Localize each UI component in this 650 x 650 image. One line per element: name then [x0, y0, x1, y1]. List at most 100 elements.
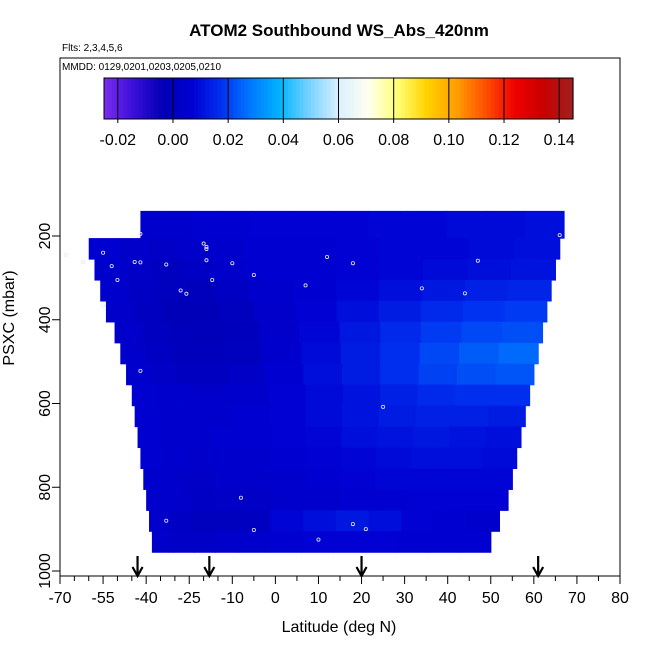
y-tick-label: 400: [37, 306, 54, 333]
heatmap-cell: [303, 363, 343, 386]
heatmap-cell: [341, 363, 381, 386]
heatmap-cell: [170, 510, 194, 532]
heatmap-cell: [271, 489, 307, 511]
colorbar-tick-label: 0.00: [157, 132, 188, 149]
heatmap-cell: [209, 426, 235, 449]
heatmap-cell: [166, 210, 194, 239]
colorbar-segment: [526, 78, 531, 119]
colorbar-segment: [530, 78, 535, 119]
heatmap-cell: [161, 426, 186, 449]
colorbar-segment: [533, 78, 539, 119]
heatmap-cell: [151, 531, 174, 553]
colorbar-segment: [338, 78, 344, 119]
heatmap-cell: [481, 447, 518, 470]
colorbar-segment: [295, 78, 301, 119]
colorbar-segment: [127, 78, 132, 119]
heatmap-cell: [419, 342, 460, 365]
sample-point: [350, 261, 355, 266]
sample-point: [230, 261, 235, 266]
heatmap-cell: [464, 279, 509, 302]
heatmap-cell: [449, 426, 486, 449]
x-tick-label: 40: [439, 590, 457, 607]
heatmap-cell: [332, 531, 366, 553]
colorbar-segment: [174, 78, 179, 119]
colorbar-segment: [299, 78, 304, 119]
heatmap-cell: [474, 489, 509, 511]
x-tick-label: 50: [482, 590, 500, 607]
colorbar-segment: [451, 78, 457, 119]
heatmap-cell: [181, 384, 208, 407]
sample-point: [164, 518, 169, 523]
colorbar-segment: [549, 78, 555, 119]
heatmap-cell: [459, 342, 500, 365]
heatmap-cell: [140, 210, 168, 239]
heatmap-cell: [292, 279, 337, 302]
colorbar-segment: [225, 78, 230, 119]
colorbar-segment: [471, 78, 476, 119]
colorbar-segment: [291, 78, 297, 119]
colorbar-segment: [240, 78, 246, 119]
heatmap-cell: [504, 300, 548, 323]
colorbar-segment: [455, 78, 461, 119]
heatmap-cell: [469, 238, 516, 260]
heatmap-cell: [420, 321, 462, 344]
heatmap-cell: [133, 300, 163, 323]
heatmap-cell: [268, 405, 307, 428]
heatmap-cell: [105, 300, 135, 323]
colorbar-segment: [479, 78, 484, 119]
heatmap-cell: [514, 238, 561, 260]
colorbar-segment: [361, 78, 367, 119]
heatmap-cell: [161, 300, 191, 323]
heatmap-cell: [334, 259, 380, 281]
heatmap-cell: [375, 447, 412, 470]
heatmap-cell: [187, 447, 212, 470]
sample-point: [138, 368, 143, 373]
x-tick-label: 10: [310, 590, 328, 607]
heatmap-cell: [191, 489, 215, 511]
heatmap-cell: [168, 489, 192, 511]
heatmap-cell: [415, 405, 453, 428]
heatmap-cell: [134, 405, 160, 428]
colorbar-segment: [350, 78, 355, 119]
chart-title: ATOM2 Southbound WS_Abs_420nm: [189, 21, 489, 40]
colorbar-segment: [287, 78, 293, 119]
heatmap-cell: [290, 259, 336, 281]
heatmap-cell: [408, 468, 444, 490]
colorbar-segment: [436, 78, 441, 119]
heatmap-cell: [271, 468, 307, 490]
heatmap-cell: [377, 426, 414, 449]
heatmap-cell: [333, 238, 380, 260]
heatmap-cell: [217, 300, 254, 323]
heatmap-cell: [368, 210, 409, 239]
heatmap-cell: [373, 489, 408, 511]
x-axis: -70 -55 -40 -25 -10 0 10 20 30 40 50 60 70 80: [48, 576, 629, 607]
heatmap-cell: [378, 300, 422, 323]
heatmap-cell: [199, 342, 227, 365]
heatmap-cell: [141, 321, 170, 344]
heatmap-cell: [166, 468, 190, 490]
colorbar-segment: [412, 78, 418, 119]
heatmap-cell: [422, 259, 468, 281]
heatmap-cell: [401, 510, 435, 532]
heatmap-cell: [218, 210, 252, 239]
heatmap-cell: [137, 426, 163, 449]
heatmap-cell: [335, 279, 380, 302]
heatmap-cell: [270, 447, 307, 470]
heatmap-cell: [185, 426, 210, 449]
sample-point: [178, 288, 183, 293]
colorbar-tick-label: 0.06: [323, 132, 354, 149]
y-axis-label: PSXC (mbar): [1, 270, 18, 365]
heatmap-cell: [305, 384, 344, 407]
heatmap-cell: [418, 363, 458, 386]
heatmap-cell: [336, 300, 380, 323]
colorbar: -0.02 0.00 0.02 0.04 0.06 0.08 0.10 0.12 0.14: [100, 77, 575, 149]
colorbar-segment: [264, 78, 269, 119]
colorbar-segment: [444, 78, 449, 119]
heatmap-cell: [364, 531, 397, 553]
heatmap-cell: [235, 447, 271, 470]
colorbar-segment: [401, 78, 406, 119]
colorbar-segment: [467, 78, 472, 119]
heatmap-cell: [501, 321, 544, 344]
heatmap-cell: [88, 238, 120, 260]
heatmap-cell: [457, 363, 497, 386]
